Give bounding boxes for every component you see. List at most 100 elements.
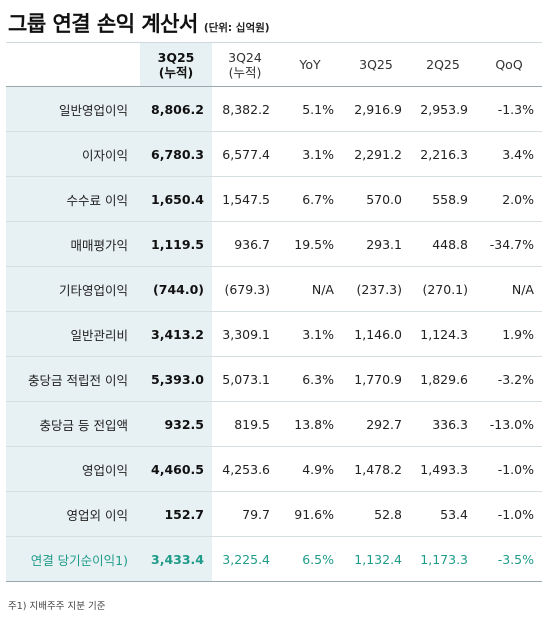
- cell-value: 1.9%: [476, 311, 542, 357]
- cell-value: 152.7: [140, 491, 212, 537]
- cell-value: 819.5: [212, 401, 278, 447]
- cell-value: 1,650.4: [140, 176, 212, 222]
- cell-value: 2,291.2: [342, 131, 410, 177]
- cell-value: 336.3: [410, 401, 476, 447]
- cell-value: 91.6%: [278, 491, 342, 537]
- cell-value: 5,073.1: [212, 356, 278, 402]
- cell-value: -3.5%: [476, 536, 542, 582]
- cell-value: 558.9: [410, 176, 476, 222]
- cell-value: 936.7: [212, 221, 278, 267]
- cell-value: 8,382.2: [212, 86, 278, 132]
- cell-value: 1,119.5: [140, 221, 212, 267]
- cell-value: 6,780.3: [140, 131, 212, 177]
- cell-value: 932.5: [140, 401, 212, 447]
- header-2q25: 2Q25: [410, 42, 476, 87]
- cell-value: 3,309.1: [212, 311, 278, 357]
- header-yoy: YoY: [278, 42, 342, 87]
- cell-value: 4,253.6: [212, 446, 278, 492]
- cell-value: 53.4: [410, 491, 476, 537]
- cell-value: 5.1%: [278, 86, 342, 132]
- cell-value: 6.5%: [278, 536, 342, 582]
- cell-value: 293.1: [342, 221, 410, 267]
- cell-value: 5,393.0: [140, 356, 212, 402]
- cell-value: -34.7%: [476, 221, 542, 267]
- cell-value: 19.5%: [278, 221, 342, 267]
- table-row: 기타영업이익 (744.0) (679.3) N/A (237.3) (270.…: [6, 266, 542, 312]
- cell-value: (679.3): [212, 266, 278, 312]
- row-label: 매매평가익: [6, 221, 140, 267]
- table-row: 영업이익 4,460.5 4,253.6 4.9% 1,478.2 1,493.…: [6, 446, 542, 492]
- cell-value: 4.9%: [278, 446, 342, 492]
- cell-value: 3.1%: [278, 311, 342, 357]
- header-3q25: 3Q25: [342, 42, 410, 87]
- row-label: 충당금 적립전 이익: [6, 356, 140, 402]
- cell-value: (237.3): [342, 266, 410, 312]
- cell-value: 3.4%: [476, 131, 542, 177]
- cell-value: -13.0%: [476, 401, 542, 447]
- row-label: 수수료 이익: [6, 176, 140, 222]
- cell-value: 8,806.2: [140, 86, 212, 132]
- cell-value: 3,413.2: [140, 311, 212, 357]
- header-label-cell: [6, 42, 140, 87]
- cell-value: 1,493.3: [410, 446, 476, 492]
- cell-value: 1,478.2: [342, 446, 410, 492]
- table-row: 일반영업이익 8,806.2 8,382.2 5.1% 2,916.9 2,95…: [6, 86, 542, 132]
- header-qoq: QoQ: [476, 42, 542, 87]
- cell-value: 1,173.3: [410, 536, 476, 582]
- footnote: 주1) 지배주주 지분 기준: [8, 601, 106, 612]
- cell-value: -3.2%: [476, 356, 542, 402]
- cell-value: 6.3%: [278, 356, 342, 402]
- cell-value: 1,146.0: [342, 311, 410, 357]
- cell-value: 3,225.4: [212, 536, 278, 582]
- table-row: 매매평가익 1,119.5 936.7 19.5% 293.1 448.8 -3…: [6, 221, 542, 267]
- cell-value: N/A: [476, 266, 542, 312]
- row-label: 이자이익: [6, 131, 140, 177]
- row-label: 연결 당기순이익1): [6, 536, 140, 582]
- cell-value: 79.7: [212, 491, 278, 537]
- row-label: 영업이익: [6, 446, 140, 492]
- cell-value: 1,829.6: [410, 356, 476, 402]
- cell-value: 1,547.5: [212, 176, 278, 222]
- header-3q25-cumulative: 3Q25 (누적): [140, 42, 212, 87]
- cell-value: 2,216.3: [410, 131, 476, 177]
- table-row: 충당금 적립전 이익 5,393.0 5,073.1 6.3% 1,770.9 …: [6, 356, 542, 402]
- cell-value: 3,433.4: [140, 536, 212, 582]
- table-row: 이자이익 6,780.3 6,577.4 3.1% 2,291.2 2,216.…: [6, 131, 542, 177]
- cell-value: 1,124.3: [410, 311, 476, 357]
- cell-value: -1.0%: [476, 491, 542, 537]
- cell-value: -1.0%: [476, 446, 542, 492]
- header-3q24-cumulative: 3Q24 (누적): [212, 42, 278, 87]
- unit-label: (단위: 십억원): [203, 22, 270, 34]
- cell-value: 3.1%: [278, 131, 342, 177]
- cell-value: 4,460.5: [140, 446, 212, 492]
- cell-value: 13.8%: [278, 401, 342, 447]
- cell-value: (270.1): [410, 266, 476, 312]
- table-row: 영업외 이익 152.7 79.7 91.6% 52.8 53.4 -1.0%: [6, 491, 542, 537]
- page-title: 그룹 연결 손익 계산서: [8, 12, 198, 36]
- cell-value: (744.0): [140, 266, 212, 312]
- cell-value: 570.0: [342, 176, 410, 222]
- row-label: 일반관리비: [6, 311, 140, 357]
- cell-value: N/A: [278, 266, 342, 312]
- cell-value: 2,953.9: [410, 86, 476, 132]
- title-row: 그룹 연결 손익 계산서 (단위: 십억원): [8, 8, 270, 38]
- row-label: 기타영업이익: [6, 266, 140, 312]
- cell-value: 2,916.9: [342, 86, 410, 132]
- row-label: 충당금 등 전입액: [6, 401, 140, 447]
- header-row: 3Q25 (누적) 3Q24 (누적) YoY 3Q25 2Q25 QoQ: [6, 42, 542, 87]
- cell-value: 1,770.9: [342, 356, 410, 402]
- table-row: 수수료 이익 1,650.4 1,547.5 6.7% 570.0 558.9 …: [6, 176, 542, 222]
- table-row: 일반관리비 3,413.2 3,309.1 3.1% 1,146.0 1,124…: [6, 311, 542, 357]
- cell-value: 6.7%: [278, 176, 342, 222]
- cell-value: 52.8: [342, 491, 410, 537]
- cell-value: 292.7: [342, 401, 410, 447]
- cell-value: -1.3%: [476, 86, 542, 132]
- net-income-row: 연결 당기순이익1) 3,433.4 3,225.4 6.5% 1,132.4 …: [6, 536, 542, 582]
- cell-value: 6,577.4: [212, 131, 278, 177]
- row-label: 영업외 이익: [6, 491, 140, 537]
- income-statement-table: 3Q25 (누적) 3Q24 (누적) YoY 3Q25 2Q25 QoQ 일반영업…: [6, 42, 542, 582]
- table-row: 충당금 등 전입액 932.5 819.5 13.8% 292.7 336.3 …: [6, 401, 542, 447]
- cell-value: 448.8: [410, 221, 476, 267]
- cell-value: 1,132.4: [342, 536, 410, 582]
- cell-value: 2.0%: [476, 176, 542, 222]
